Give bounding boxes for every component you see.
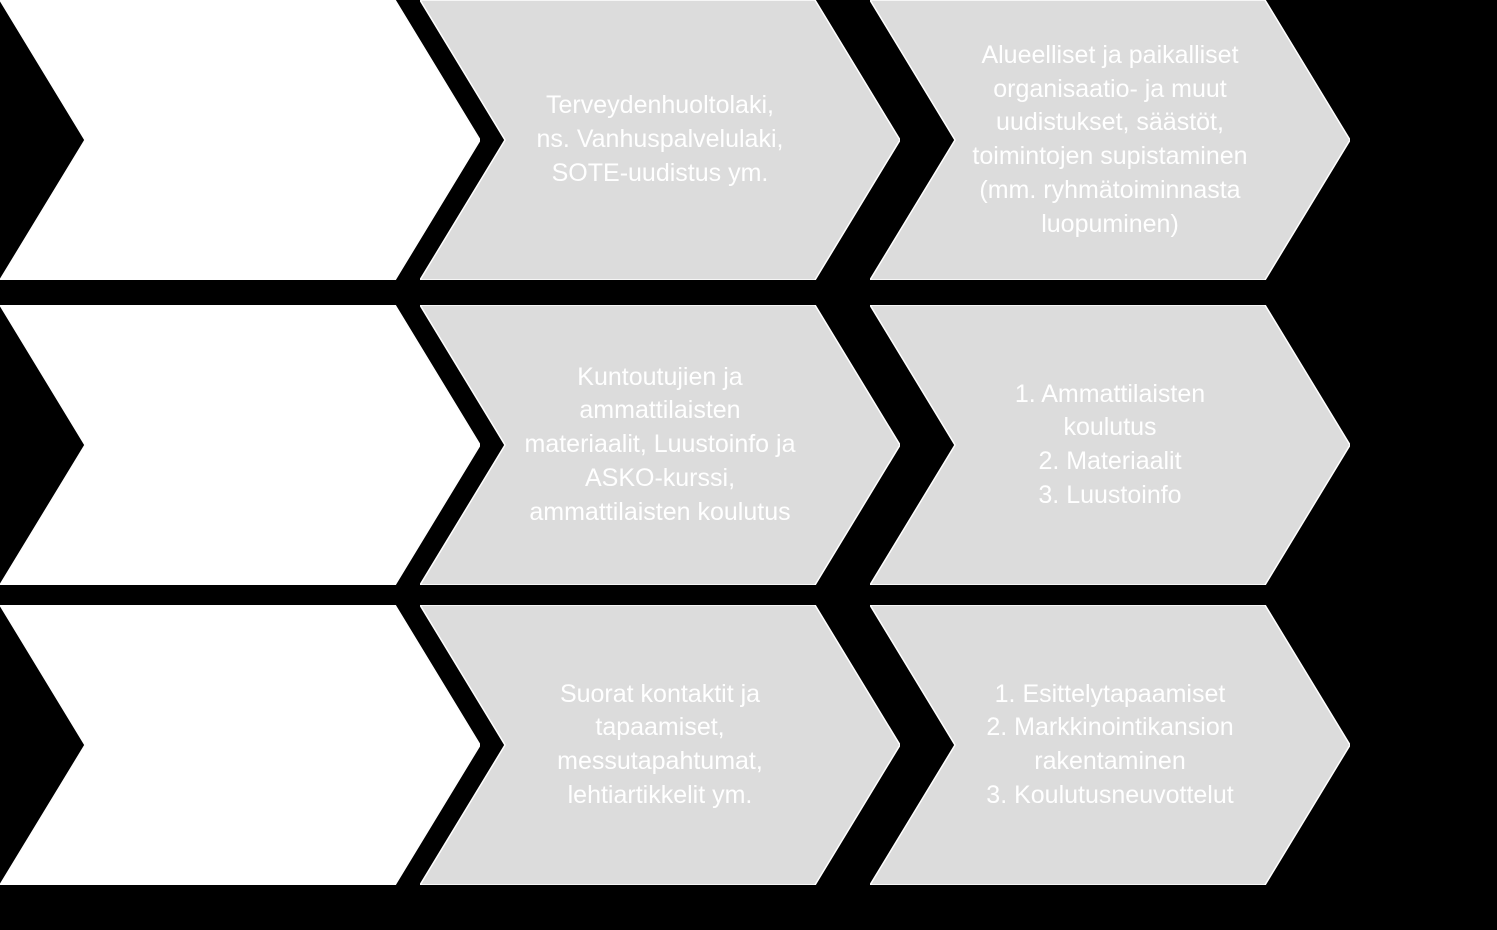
chevron-text-line: 1. Ammattilaisten [965,378,1255,412]
chevron-text-line: Terveydenhuoltolaki, [515,89,805,123]
chevron-text-line: uudistukset, säästöt, [965,106,1255,140]
chevron-2-2: 1. Esittelytapaamiset2. Markkinointikans… [870,605,1350,885]
chevron-text-0-1: Terveydenhuoltolaki,ns. Vanhuspalvelulak… [515,10,805,270]
chevron-text-2-2: 1. Esittelytapaamiset2. Markkinointikans… [965,615,1255,875]
chevron-text-line: koulutus [965,411,1255,445]
chevron-text-1-1: Kuntoutujien jaammattilaistenmateriaalit… [515,315,805,575]
chevron-2-0 [0,605,480,885]
chevron-text-line: materiaalit, Luustoinfo ja [515,428,805,462]
chevron-0-1: Terveydenhuoltolaki,ns. Vanhuspalvelulak… [420,0,900,280]
chevron-text-line: tapaamiset, [515,711,805,745]
chevron-0-2: Alueelliset ja paikallisetorganisaatio- … [870,0,1350,280]
chevron-text-line: 3. Koulutusneuvottelut [965,779,1255,813]
chevron-text-0-2: Alueelliset ja paikallisetorganisaatio- … [965,10,1255,270]
chevron-text-0-0 [95,10,385,270]
chevron-row-0: Terveydenhuoltolaki,ns. Vanhuspalvelulak… [0,0,1497,280]
chevron-text-line: ASKO-kurssi, [515,462,805,496]
chevron-text-2-0 [95,615,385,875]
chevron-text-line: 2. Markkinointikansion [965,711,1255,745]
chevron-text-line: ammattilaisten [515,394,805,428]
chevron-1-1: Kuntoutujien jaammattilaistenmateriaalit… [420,305,900,585]
chevron-text-line: 2. Materiaalit [965,445,1255,479]
chevron-text-line: 1. Esittelytapaamiset [965,678,1255,712]
chevron-0-0 [0,0,480,280]
chevron-text-line: 3. Luustoinfo [965,479,1255,513]
chevron-text-line: toimintojen supistaminen [965,140,1255,174]
chevron-text-line: Kuntoutujien ja [515,361,805,395]
chevron-text-1-0 [95,315,385,575]
chevron-1-0 [0,305,480,585]
chevron-text-line: lehtiartikkelit ym. [515,779,805,813]
chevron-text-line: ammattilaisten koulutus [515,496,805,530]
chevron-text-line: ns. Vanhuspalvelulaki, [515,123,805,157]
chevron-1-2: 1. Ammattilaistenkoulutus2. Materiaalit3… [870,305,1350,585]
chevron-text-line: luopuminen) [965,208,1255,242]
chevron-text-line: Suorat kontaktit ja [515,678,805,712]
chevron-text-2-1: Suorat kontaktit jatapaamiset,messutapah… [515,615,805,875]
chevron-row-2: Suorat kontaktit jatapaamiset,messutapah… [0,605,1497,885]
chevron-text-line: (mm. ryhmätoiminnasta [965,174,1255,208]
chevron-text-line: messutapahtumat, [515,745,805,779]
chevron-text-1-2: 1. Ammattilaistenkoulutus2. Materiaalit3… [965,315,1255,575]
chevron-2-1: Suorat kontaktit jatapaamiset,messutapah… [420,605,900,885]
chevron-row-1: Kuntoutujien jaammattilaistenmateriaalit… [0,305,1497,585]
chevron-text-line: rakentaminen [965,745,1255,779]
chevron-text-line: SOTE-uudistus ym. [515,157,805,191]
chevron-text-line: organisaatio- ja muut [965,73,1255,107]
chevron-text-line: Alueelliset ja paikalliset [965,39,1255,73]
